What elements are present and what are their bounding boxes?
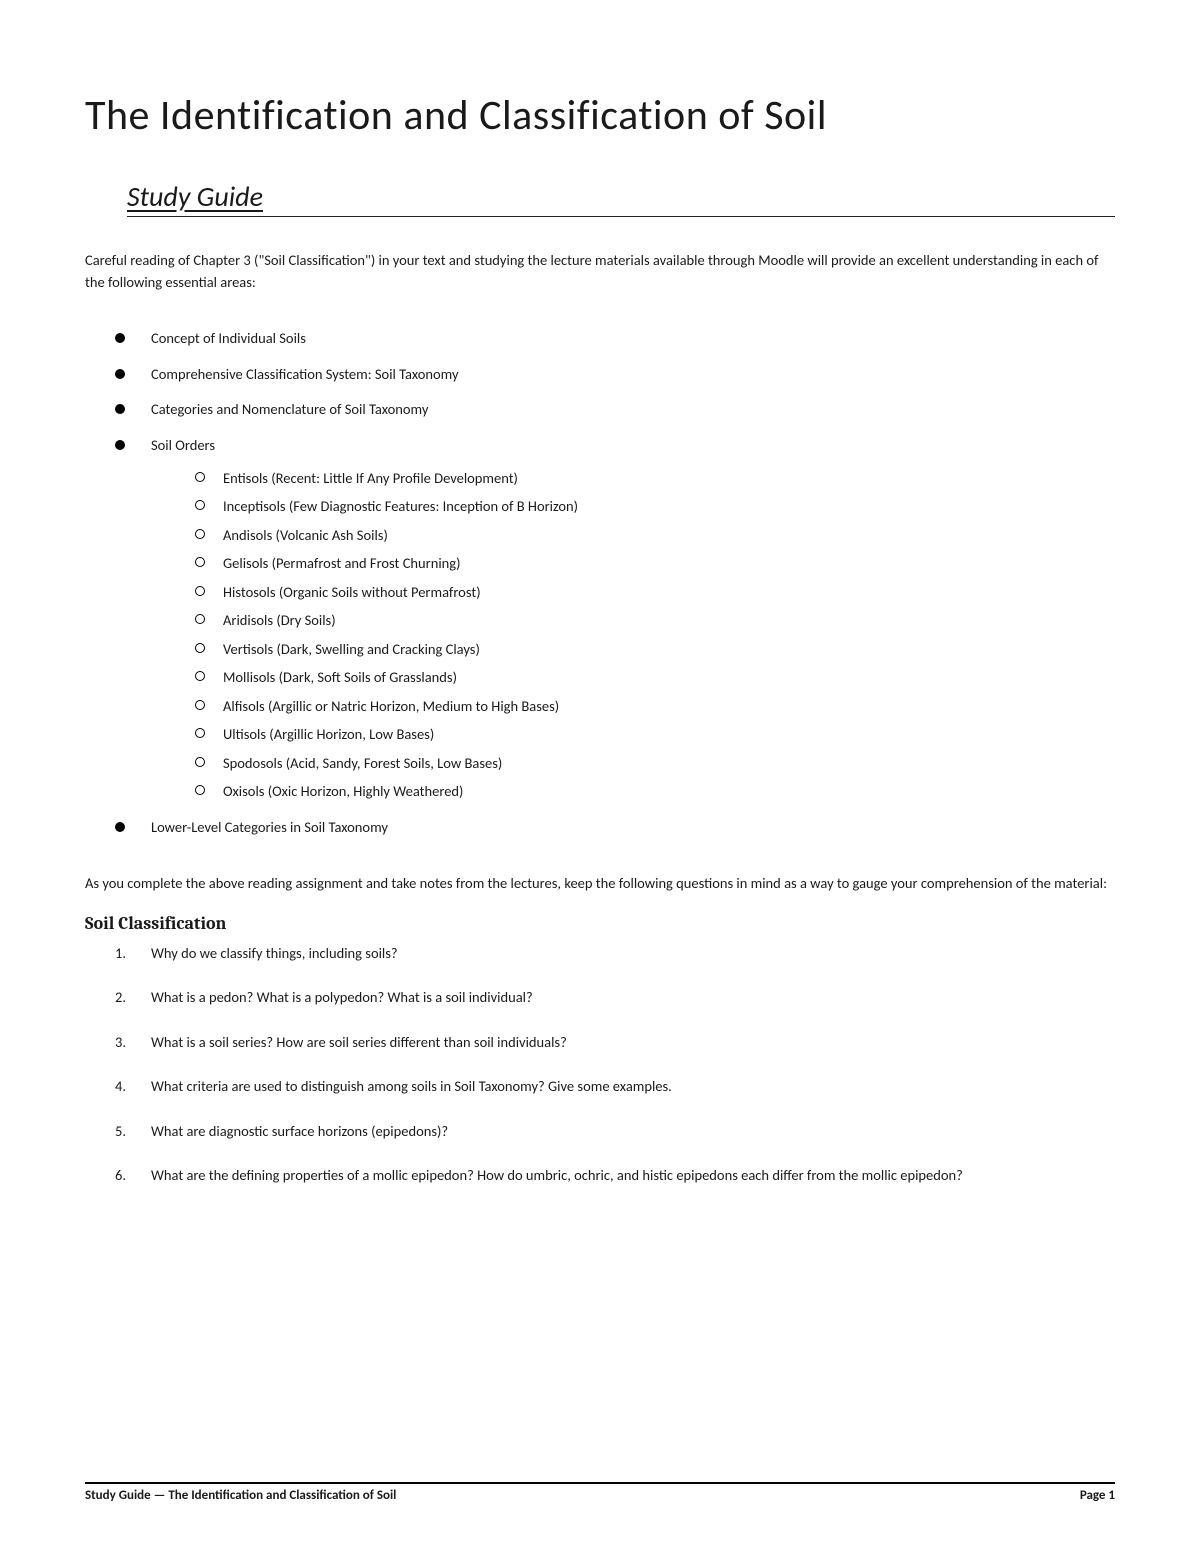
question-item: Why do we classify things, including soi…	[115, 942, 1115, 964]
list-item: Alfisols (Argillic or Natric Horizon, Me…	[195, 695, 1115, 717]
list-item: Mollisols (Dark, Soft Soils of Grassland…	[195, 666, 1115, 688]
list-item-label: Soil Orders	[151, 436, 215, 454]
list-item: Entisols (Recent: Little If Any Profile …	[195, 467, 1115, 489]
question-item: What is a pedon? What is a polypedon? Wh…	[115, 986, 1115, 1008]
subtitle-wrap: Study Guide	[127, 179, 1115, 217]
footer-left: Study Guide — The Identification and Cla…	[85, 1488, 396, 1503]
transition-paragraph: As you complete the above reading assign…	[85, 872, 1115, 894]
list-item: Gelisols (Permafrost and Frost Churning)	[195, 552, 1115, 574]
list-item: Spodosols (Acid, Sandy, Forest Soils, Lo…	[195, 752, 1115, 774]
list-item: Categories and Nomenclature of Soil Taxo…	[115, 399, 1115, 421]
question-item: What criteria are used to distinguish am…	[115, 1075, 1115, 1097]
page-footer: Study Guide — The Identification and Cla…	[85, 1482, 1115, 1503]
subtitle: Study Guide	[127, 179, 1115, 214]
intro-paragraph: Careful reading of Chapter 3 ("Soil Clas…	[85, 249, 1115, 294]
list-item: Inceptisols (Few Diagnostic Features: In…	[195, 495, 1115, 517]
question-item: What is a soil series? How are soil seri…	[115, 1031, 1115, 1053]
list-item: Histosols (Organic Soils without Permafr…	[195, 581, 1115, 603]
list-item: Aridisols (Dry Soils)	[195, 609, 1115, 631]
page-title: The Identification and Classification of…	[85, 90, 1115, 141]
question-item: What are diagnostic surface horizons (ep…	[115, 1120, 1115, 1142]
questions-list: Why do we classify things, including soi…	[115, 942, 1115, 1187]
section-heading: Soil Classification	[85, 913, 1115, 934]
list-item: Vertisols (Dark, Swelling and Cracking C…	[195, 638, 1115, 660]
list-item: Lower-Level Categories in Soil Taxonomy	[115, 817, 1115, 839]
soil-orders-list: Entisols (Recent: Little If Any Profile …	[195, 467, 1115, 803]
list-item: Soil Orders Entisols (Recent: Little If …	[115, 435, 1115, 802]
list-item: Oxisols (Oxic Horizon, Highly Weathered)	[195, 780, 1115, 802]
list-item: Concept of Individual Soils	[115, 328, 1115, 350]
list-item: Andisols (Volcanic Ash Soils)	[195, 524, 1115, 546]
footer-right: Page 1	[1080, 1488, 1115, 1503]
essential-areas-list: Concept of Individual Soils Comprehensiv…	[115, 328, 1115, 838]
list-item: Ultisols (Argillic Horizon, Low Bases)	[195, 723, 1115, 745]
question-item: What are the defining properties of a mo…	[115, 1164, 1115, 1186]
list-item: Comprehensive Classification System: Soi…	[115, 364, 1115, 386]
